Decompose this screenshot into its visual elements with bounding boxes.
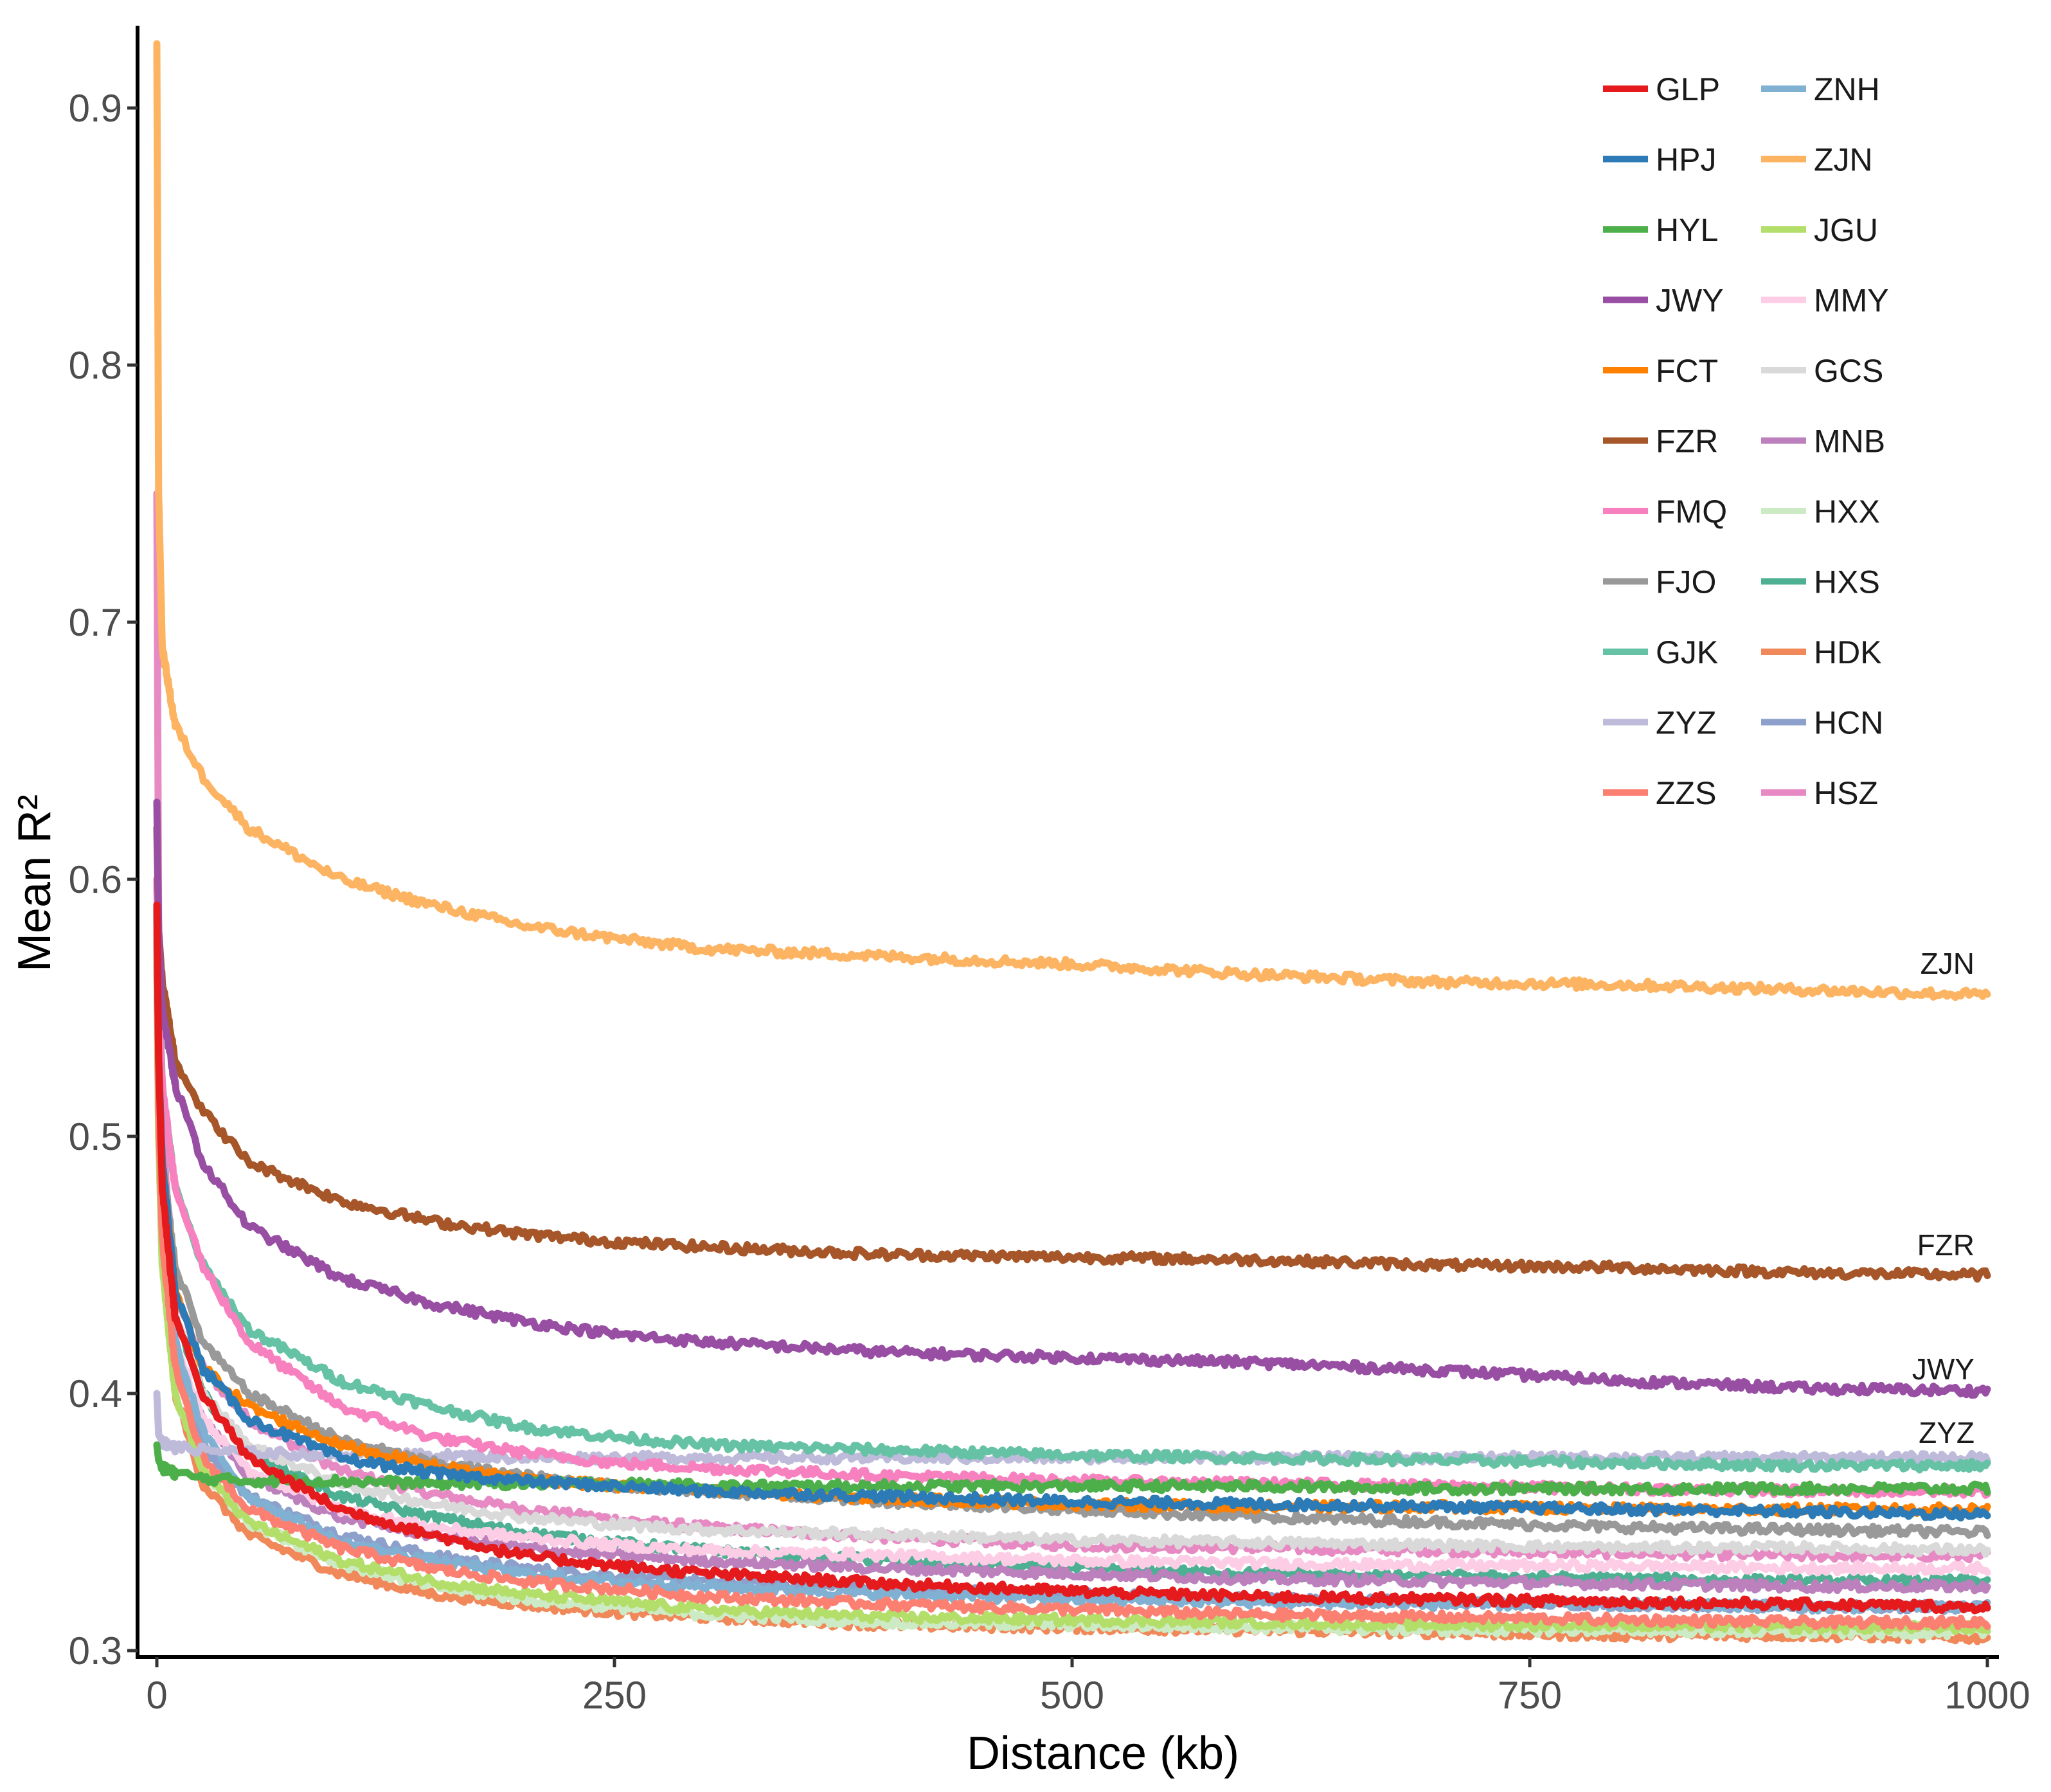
series-line-hxs — [153, 901, 1991, 1590]
series-line-zzs — [153, 927, 1991, 1631]
x-tick-label: 750 — [1498, 1674, 1562, 1717]
series-line-zjn — [153, 40, 1991, 1001]
series-line-hpj — [153, 901, 1991, 1522]
end-label-fzr: FZR — [1917, 1228, 1975, 1262]
x-tick-label: 1000 — [1944, 1674, 2030, 1717]
legend-label-hxs: HXS — [1814, 564, 1880, 600]
series-line-hyl — [153, 1441, 1991, 1497]
legend-label-hcn: HCN — [1814, 705, 1883, 741]
axes — [136, 26, 1999, 1659]
series-line-glp — [153, 901, 1991, 1615]
legend-label-mnb: MNB — [1814, 424, 1885, 460]
legend-label-fct: FCT — [1656, 353, 1718, 389]
legend-label-gcs: GCS — [1814, 353, 1883, 389]
legend-label-gjk: GJK — [1656, 634, 1718, 670]
legend-label-zjn: ZJN — [1814, 142, 1873, 178]
ticks: 0 250 500 750 1000 0.3 0.4 0.5 0.6 0.7 0.8 0.9 — [69, 87, 2030, 1717]
end-label-zyz: ZYZ — [1919, 1416, 1975, 1449]
series-layer — [153, 40, 1991, 1645]
legend-label-zzs: ZZS — [1656, 775, 1716, 811]
y-tick-label: 0.8 — [69, 344, 122, 387]
x-axis-title: Distance (kb) — [967, 1728, 1239, 1779]
legend-label-fmq: FMQ — [1656, 494, 1727, 530]
series-line-fjo — [153, 901, 1991, 1539]
series-line-mmy — [153, 927, 1991, 1577]
end-label-zjn: ZJN — [1921, 947, 1975, 980]
legend-label-jwy: JWY — [1656, 283, 1724, 319]
end-labels: ZJN FZR JWY ZYZ — [1912, 947, 1975, 1449]
series-line-jgu — [153, 953, 1991, 1636]
legend-label-fzr: FZR — [1656, 424, 1718, 460]
legend-label-hdk: HDK — [1814, 634, 1882, 670]
y-tick-label: 0.9 — [69, 87, 122, 130]
legend-label-hxx: HXX — [1814, 494, 1880, 530]
y-tick-label: 0.6 — [69, 858, 122, 901]
legend-label-glp: GLP — [1656, 71, 1720, 107]
y-tick-label: 0.5 — [69, 1115, 122, 1158]
legend-label-fjo: FJO — [1656, 564, 1716, 600]
legend: GLP HPJ HYL JWY FCT FZR FMQ FJO GJK ZYZ ZZS ZNH ZJN J… — [1603, 71, 1889, 811]
legend-label-hpj: HPJ — [1656, 142, 1716, 178]
series-line-fzr — [153, 824, 1991, 1283]
y-axis-title: Mean R² — [9, 794, 60, 972]
series-line-fct — [153, 901, 1991, 1518]
legend-label-znh: ZNH — [1814, 71, 1880, 107]
series-line-gcs — [153, 901, 1991, 1558]
legend-label-hyl: HYL — [1656, 212, 1718, 248]
x-tick-label: 500 — [1040, 1674, 1104, 1717]
legend-label-mmy: MMY — [1814, 283, 1889, 319]
end-label-jwy: JWY — [1912, 1352, 1975, 1386]
legend-label-zyz: ZYZ — [1656, 705, 1716, 741]
y-tick-label: 0.4 — [69, 1372, 122, 1415]
series-line-gjk — [153, 875, 1991, 1474]
y-tick-label: 0.3 — [69, 1629, 122, 1672]
y-tick-label: 0.7 — [69, 601, 122, 644]
legend-label-hsz: HSZ — [1814, 775, 1878, 811]
x-tick-label: 0 — [146, 1674, 167, 1717]
legend-label-jgu: JGU — [1814, 212, 1878, 248]
x-tick-label: 250 — [582, 1674, 647, 1717]
series-line-jwy — [153, 798, 1991, 1399]
